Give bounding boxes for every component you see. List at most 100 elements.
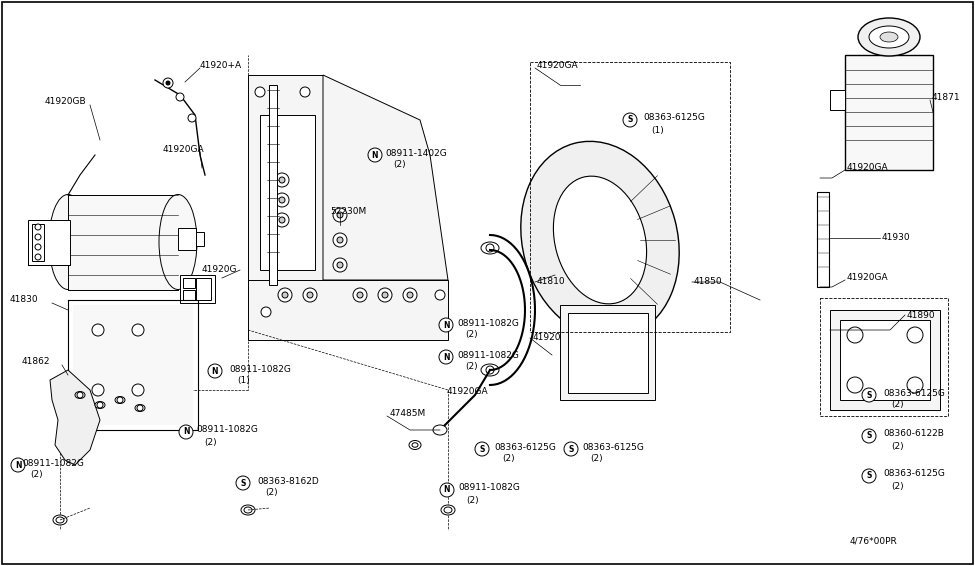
Circle shape <box>907 327 923 343</box>
Text: 08911-1082G: 08911-1082G <box>22 458 84 468</box>
Text: S: S <box>568 444 573 453</box>
Ellipse shape <box>433 425 447 435</box>
Ellipse shape <box>481 364 499 376</box>
Circle shape <box>382 292 388 298</box>
Ellipse shape <box>159 195 197 289</box>
Bar <box>180 275 215 303</box>
Text: (2): (2) <box>466 495 479 504</box>
Bar <box>830 310 940 410</box>
Text: 41920+A: 41920+A <box>200 61 242 70</box>
Circle shape <box>176 93 184 101</box>
Ellipse shape <box>135 405 145 411</box>
Circle shape <box>333 208 347 222</box>
Text: 41930: 41930 <box>882 233 911 242</box>
Text: 41871: 41871 <box>932 93 960 102</box>
Bar <box>845 55 933 170</box>
Ellipse shape <box>412 443 418 447</box>
Text: 41920GB: 41920GB <box>45 97 87 106</box>
Circle shape <box>208 364 222 378</box>
Circle shape <box>132 384 144 396</box>
Circle shape <box>337 212 343 218</box>
Text: (1): (1) <box>237 376 250 385</box>
Bar <box>830 90 845 110</box>
Circle shape <box>847 327 863 343</box>
Ellipse shape <box>115 397 125 404</box>
Text: N: N <box>182 427 189 436</box>
Circle shape <box>255 87 265 97</box>
Circle shape <box>97 402 103 408</box>
Text: 08911-1082G: 08911-1082G <box>457 319 519 328</box>
Circle shape <box>623 113 637 127</box>
Text: (2): (2) <box>891 441 904 451</box>
Text: 08911-1082G: 08911-1082G <box>229 365 291 374</box>
Text: N: N <box>15 461 21 470</box>
Circle shape <box>353 288 367 302</box>
Text: (2): (2) <box>891 482 904 491</box>
Text: 52230M: 52230M <box>330 208 367 217</box>
Text: S: S <box>867 471 872 481</box>
Bar <box>183 278 195 288</box>
Text: 41920GA: 41920GA <box>847 273 888 282</box>
Circle shape <box>333 258 347 272</box>
Text: 41830: 41830 <box>10 295 39 305</box>
Circle shape <box>440 483 454 497</box>
Circle shape <box>179 425 193 439</box>
Text: N: N <box>443 320 449 329</box>
Circle shape <box>486 244 494 252</box>
Circle shape <box>439 318 453 332</box>
Text: 41920: 41920 <box>533 332 562 341</box>
Circle shape <box>282 292 288 298</box>
Circle shape <box>275 213 289 227</box>
Circle shape <box>35 254 41 260</box>
Ellipse shape <box>554 176 646 304</box>
Bar <box>840 320 930 400</box>
Text: (2): (2) <box>465 331 478 340</box>
Ellipse shape <box>444 507 452 513</box>
Text: (2): (2) <box>502 454 515 464</box>
Bar <box>196 232 204 246</box>
Text: (2): (2) <box>590 454 603 464</box>
Bar <box>269 85 277 285</box>
Ellipse shape <box>53 515 67 525</box>
Circle shape <box>435 290 445 300</box>
Text: 08911-1402G: 08911-1402G <box>385 148 447 157</box>
Circle shape <box>35 244 41 250</box>
Text: 08363-6125G: 08363-6125G <box>643 114 705 122</box>
Text: (2): (2) <box>465 362 478 371</box>
Bar <box>530 62 730 332</box>
Circle shape <box>333 233 347 247</box>
Text: N: N <box>371 151 378 160</box>
Bar <box>32 224 44 261</box>
Text: 41920GA: 41920GA <box>847 164 888 173</box>
Text: (1): (1) <box>651 126 664 135</box>
Text: 08363-8162D: 08363-8162D <box>257 477 319 486</box>
Circle shape <box>300 87 310 97</box>
Circle shape <box>303 288 317 302</box>
Bar <box>820 298 948 416</box>
Circle shape <box>907 377 923 393</box>
Text: 41920GA: 41920GA <box>447 387 488 396</box>
Circle shape <box>378 288 392 302</box>
Bar <box>248 75 323 320</box>
Circle shape <box>35 224 41 230</box>
Circle shape <box>137 405 143 411</box>
Text: 41920G: 41920G <box>202 265 238 275</box>
Circle shape <box>564 442 578 456</box>
Circle shape <box>486 366 494 374</box>
Circle shape <box>357 292 363 298</box>
Text: N: N <box>212 367 218 375</box>
Circle shape <box>35 234 41 240</box>
Bar <box>560 305 655 400</box>
Text: (2): (2) <box>30 470 43 479</box>
Circle shape <box>11 458 25 472</box>
Text: (2): (2) <box>204 438 216 447</box>
Circle shape <box>117 397 123 403</box>
Bar <box>68 195 178 290</box>
Circle shape <box>275 173 289 187</box>
Ellipse shape <box>481 242 499 254</box>
Bar <box>568 313 648 393</box>
Circle shape <box>275 193 289 207</box>
Text: (2): (2) <box>891 401 904 409</box>
Text: 41810: 41810 <box>537 277 565 285</box>
Polygon shape <box>323 75 448 280</box>
